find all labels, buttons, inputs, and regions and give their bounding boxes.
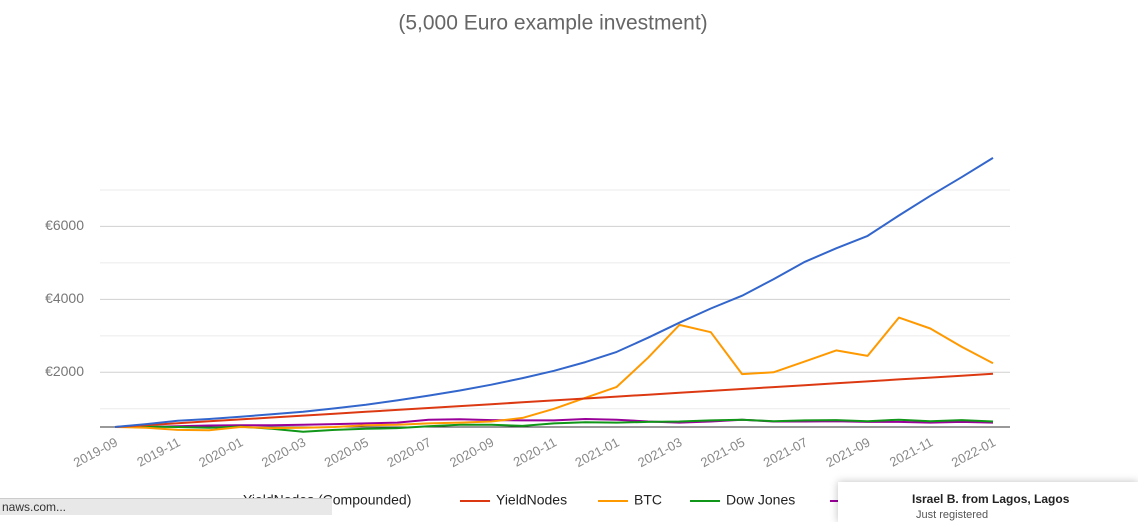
x-tick-label: 2021-03 — [635, 434, 684, 470]
series-line — [114, 372, 994, 428]
y-tick-label: €4000 — [45, 290, 84, 306]
x-tick-label: 2021-07 — [761, 434, 810, 470]
legend-label: Dow Jones — [726, 492, 795, 508]
legend-label: BTC — [634, 492, 662, 508]
x-tick-label: 2020-01 — [196, 434, 245, 470]
legend-label: YieldNodes — [496, 492, 567, 508]
y-tick-label: €2000 — [45, 363, 84, 379]
series-line — [114, 316, 994, 432]
y-tick-label: €6000 — [45, 217, 84, 233]
x-tick-label: 2021-11 — [887, 434, 935, 469]
series-line — [114, 157, 994, 428]
x-tick-label: 2020-09 — [447, 434, 496, 470]
x-tick-label: 2020-05 — [322, 434, 371, 470]
x-tick-label: 2020-07 — [384, 434, 433, 470]
x-tick-label: 2020-03 — [259, 434, 308, 470]
notification-title: Israel B. from Lagos, Lagos — [912, 492, 1070, 506]
x-tick-label: 2021-01 — [573, 434, 622, 470]
notification[interactable]: Israel B. from Lagos, Lagos Just registe… — [838, 482, 1138, 522]
x-tick-label: 2019-11 — [134, 434, 182, 469]
status-bar: naws.com... — [0, 498, 332, 515]
x-tick-label: 2019-09 — [71, 434, 120, 470]
x-tick-label: 2022-01 — [949, 434, 998, 470]
notification-subtitle: Just registered — [916, 509, 989, 521]
chart-title: (5,000 Euro example investment) — [398, 12, 707, 35]
x-tick-label: 2021-09 — [823, 434, 872, 470]
x-tick-label: 2021-05 — [698, 434, 747, 470]
x-tick-label: 2020-11 — [511, 434, 559, 469]
